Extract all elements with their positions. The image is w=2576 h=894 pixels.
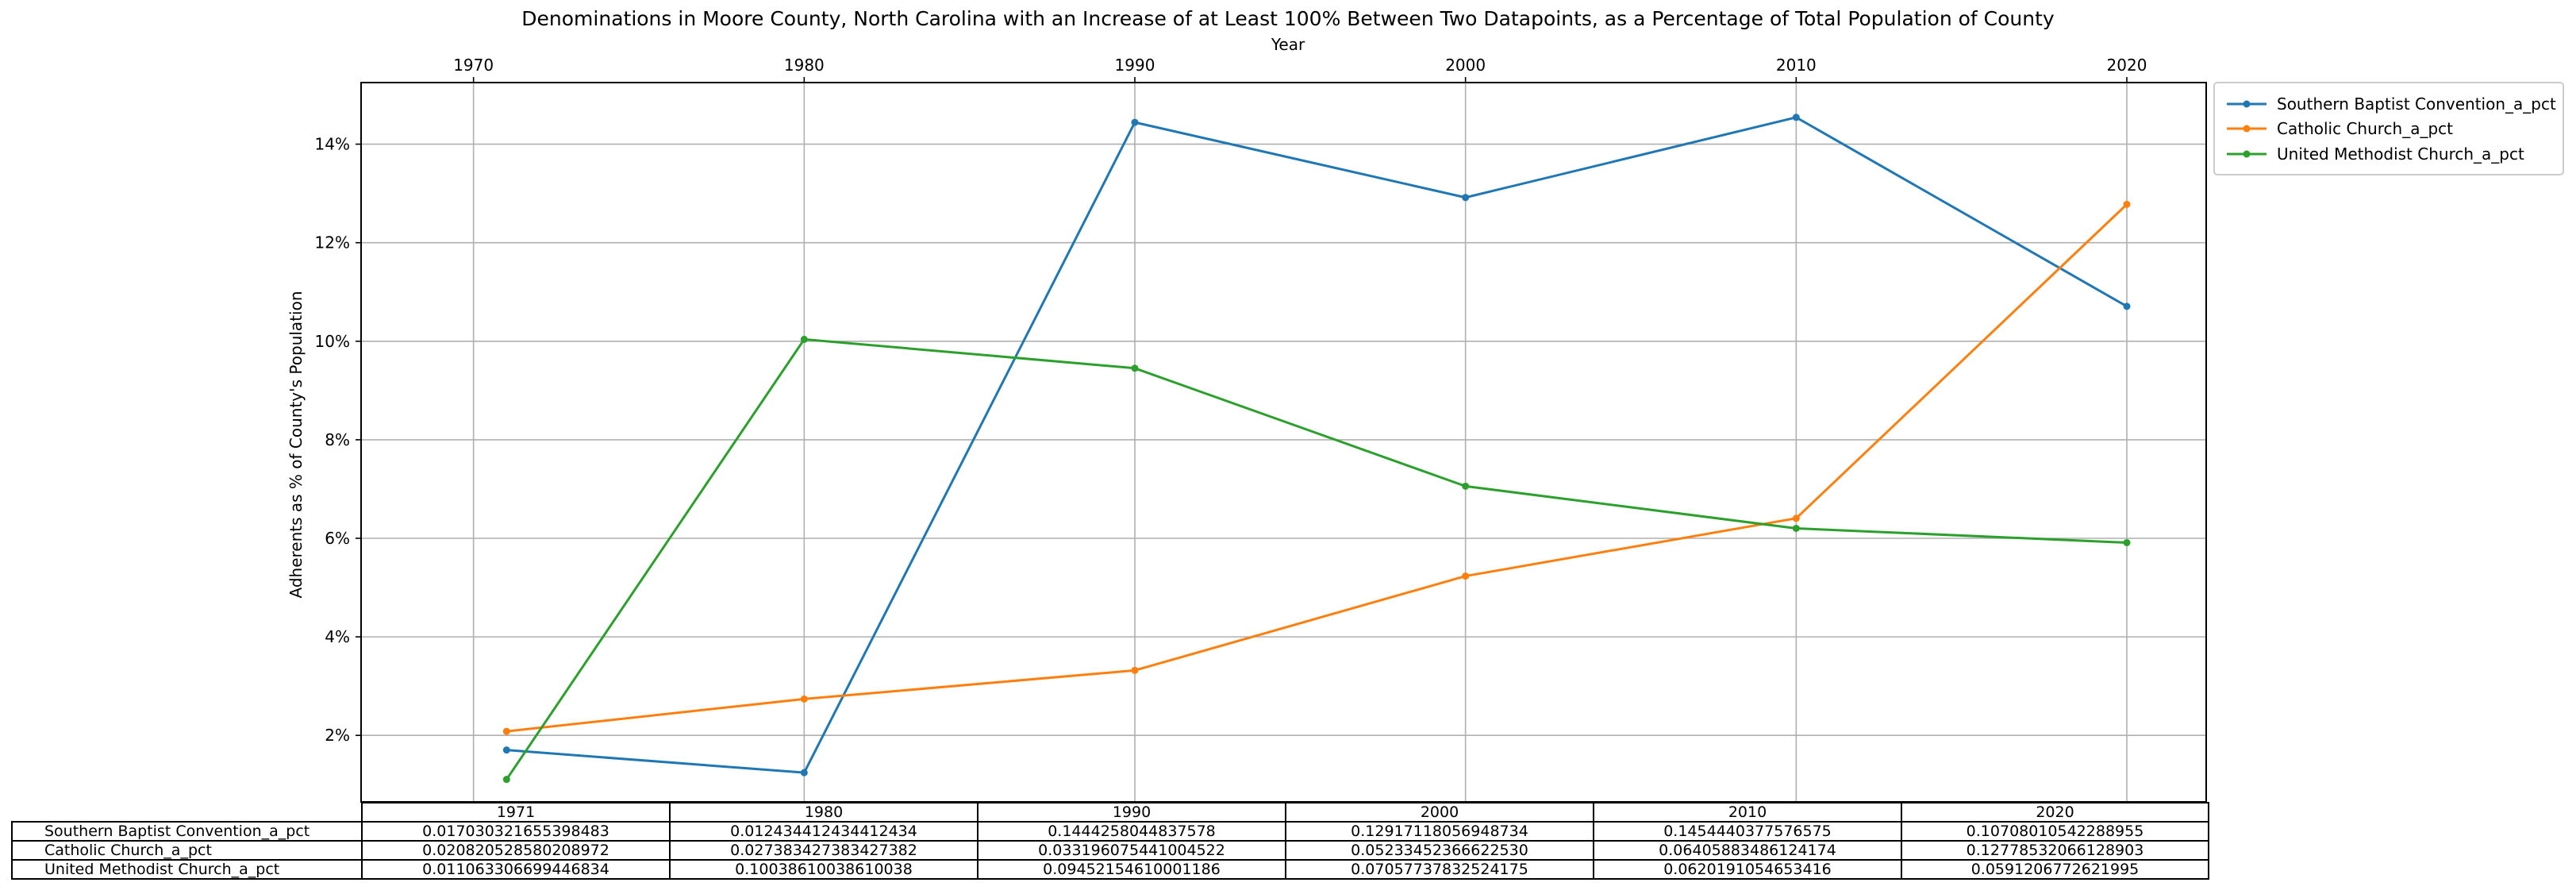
- table-row: United Methodist Church_a_pct 0.01106330…: [11, 859, 2209, 880]
- table-cell: 0.10038610038610038: [669, 859, 978, 880]
- x-tick-label: 2010: [1776, 56, 1817, 75]
- data-point-southern-baptist-convention-a-pct: [800, 769, 808, 776]
- table-cell: 0.027383427383427382: [669, 840, 978, 861]
- y-axis-label: Adherents as % of County's Population: [286, 291, 306, 598]
- table-cell: 0.12778532066128903: [1901, 840, 2209, 861]
- table-cell: 0.017030321655398483: [361, 821, 671, 842]
- legend: Southern Baptist Convention_a_pct Cathol…: [2213, 82, 2564, 175]
- x-tick-label: 1990: [1115, 56, 1155, 75]
- table-row-label: Southern Baptist Convention_a_pct: [11, 821, 363, 842]
- x-tick-label: 1980: [784, 56, 825, 75]
- table-cell: 0.0620191054653416: [1593, 859, 1902, 880]
- data-point-southern-baptist-convention-a-pct: [2123, 302, 2131, 310]
- data-point-southern-baptist-convention-a-pct: [1462, 194, 1470, 202]
- table-row: Catholic Church_a_pct 0.0208205285802089…: [11, 840, 2209, 861]
- data-point-catholic-church-a-pct: [1792, 514, 1800, 522]
- series-line-southern-baptist-convention-a-pct: [506, 116, 2128, 774]
- data-point-southern-baptist-convention-a-pct: [1131, 118, 1139, 126]
- table-col-header: 1990: [977, 802, 1286, 823]
- data-point-united-methodist-church-a-pct: [502, 776, 510, 784]
- chart-title: Denominations in Moore County, North Car…: [521, 7, 2055, 30]
- grid: [361, 83, 2206, 802]
- x-tick-label: 1970: [453, 56, 494, 75]
- data-point-catholic-church-a-pct: [1131, 666, 1139, 674]
- data-point-united-methodist-church-a-pct: [1131, 364, 1139, 372]
- table-cell: 0.05233452366622530: [1285, 840, 1594, 861]
- table-cell: 0.10708010542288955: [1901, 821, 2209, 842]
- table-cell: 0.020820528580208972: [361, 840, 671, 861]
- y-tick-label: 6%: [325, 529, 350, 548]
- legend-label-southern-baptist: Southern Baptist Convention_a_pct: [2277, 94, 2556, 114]
- table-cell: 0.09452154610001186: [977, 859, 1286, 880]
- x-tick-label: 2000: [1445, 56, 1486, 75]
- table-col-header: 2020: [1901, 802, 2209, 823]
- legend-marker-southern-baptist: [2243, 100, 2251, 108]
- axis-ticks: 1970 1980 1990 2000 2010 2020 2% 4% 6% 8% 10% 12% 14…: [315, 56, 2147, 745]
- table-cell: 0.1444258044837578: [977, 821, 1286, 842]
- table-cell: 0.1454440377576575: [1593, 821, 1902, 842]
- table-cell: 0.011063306699446834: [361, 859, 671, 880]
- table-col-header: 1971: [361, 802, 671, 823]
- y-tick-label: 8%: [325, 430, 350, 449]
- data-point-united-methodist-church-a-pct: [800, 335, 808, 343]
- table-cell: 0.012434412434412434: [669, 821, 978, 842]
- table-cell: 0.0591206772621995: [1901, 859, 2209, 880]
- data-table: 1971 1980 1990 2000 2010 2020 Southern B…: [11, 802, 2209, 880]
- data-point-catholic-church-a-pct: [1462, 572, 1470, 580]
- legend-marker-catholic: [2243, 125, 2251, 133]
- data-point-southern-baptist-convention-a-pct: [1792, 114, 1800, 121]
- table-row-label: Catholic Church_a_pct: [11, 840, 363, 861]
- table-cell: 0.06405883486124174: [1593, 840, 1902, 861]
- series-group: [502, 114, 2131, 784]
- x-axis-label: Year: [1271, 35, 1305, 54]
- x-tick-label: 2020: [2107, 56, 2147, 75]
- y-tick-label: 10%: [315, 332, 350, 351]
- data-point-southern-baptist-convention-a-pct: [502, 746, 510, 754]
- table-row-label: United Methodist Church_a_pct: [11, 859, 363, 880]
- data-point-catholic-church-a-pct: [800, 695, 808, 703]
- data-point-united-methodist-church-a-pct: [1792, 524, 1800, 532]
- table-cell: 0.033196075441004522: [977, 840, 1286, 861]
- y-tick-label: 12%: [315, 233, 350, 252]
- y-tick-label: 14%: [315, 135, 350, 154]
- series-line-united-methodist-church-a-pct: [506, 337, 2128, 780]
- table-col-header: 2000: [1285, 802, 1594, 823]
- data-point-catholic-church-a-pct: [2123, 200, 2131, 208]
- table-corner: [12, 803, 362, 822]
- table-header-row: 1971 1980 1990 2000 2010 2020: [12, 802, 2209, 823]
- legend-label-catholic: Catholic Church_a_pct: [2277, 119, 2453, 138]
- legend-marker-united-methodist: [2243, 150, 2251, 158]
- table-col-header: 2010: [1593, 802, 1902, 823]
- y-tick-label: 4%: [325, 627, 350, 646]
- plot-frame: [360, 82, 2207, 803]
- table-row: Southern Baptist Convention_a_pct 0.0170…: [11, 821, 2209, 842]
- table-col-header: 1980: [669, 802, 978, 823]
- table-cell: 0.12917118056948734: [1285, 821, 1594, 842]
- table-cell: 0.07057737832524175: [1285, 859, 1594, 880]
- series-line-catholic-church-a-pct: [506, 203, 2128, 733]
- data-point-united-methodist-church-a-pct: [1462, 482, 1470, 490]
- legend-frame: [2213, 82, 2564, 175]
- legend-label-united-methodist: United Methodist Church_a_pct: [2277, 145, 2524, 164]
- y-tick-label: 2%: [325, 726, 350, 745]
- data-point-catholic-church-a-pct: [502, 727, 510, 735]
- data-point-united-methodist-church-a-pct: [2123, 538, 2131, 546]
